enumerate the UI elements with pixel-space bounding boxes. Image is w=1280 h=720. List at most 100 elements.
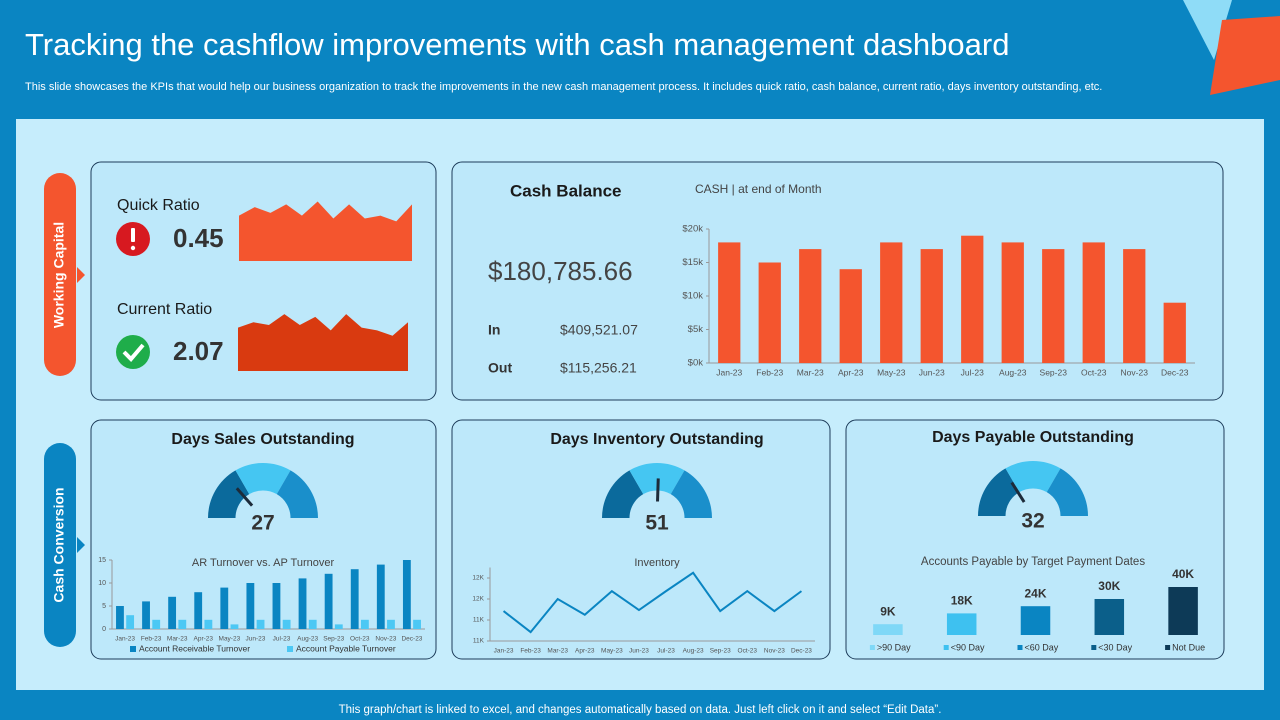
- kpi-value: 2.07: [173, 336, 224, 366]
- x-tick-label: Apr-23: [194, 636, 214, 643]
- bar: [1094, 599, 1125, 635]
- sparkline-area: [238, 314, 408, 371]
- gauge-value: 27: [251, 512, 274, 535]
- x-tick-label: Jun-23: [246, 636, 266, 643]
- x-tick-label: Nov-23: [375, 636, 396, 643]
- y-tick-label: 11K: [473, 638, 485, 645]
- y-tick-label: 12K: [472, 596, 484, 603]
- value-label: 9K: [880, 604, 896, 618]
- check-icon: [116, 335, 150, 369]
- value-label: 24K: [1024, 586, 1046, 600]
- x-tick-label: Dec-23: [791, 648, 812, 655]
- legend-swatch: [1091, 645, 1097, 650]
- x-tick-label: Jul-23: [273, 636, 291, 643]
- bar: [1020, 606, 1051, 635]
- bar: [360, 619, 369, 629]
- x-tick-label: Jun-23: [919, 367, 945, 377]
- cash-title: Cash Balance: [510, 181, 622, 200]
- x-tick-label: May-23: [219, 636, 241, 643]
- kpi-label: Quick Ratio: [117, 197, 200, 214]
- decoration: [1183, 0, 1232, 60]
- bar: [1042, 249, 1065, 363]
- x-tick-label: Jan-23: [494, 648, 514, 655]
- x-tick-label: Dec-23: [1161, 367, 1189, 377]
- gauge-needle: [656, 478, 660, 502]
- bar: [839, 269, 862, 363]
- gauge-needle: [1010, 481, 1026, 503]
- y-tick-label: 10: [98, 580, 106, 587]
- bar: [126, 615, 135, 629]
- bar: [116, 606, 124, 629]
- bar: [402, 560, 411, 629]
- x-tick-label: Dec-23: [401, 636, 422, 643]
- y-tick-label: 15: [98, 557, 106, 564]
- gauge-segment: [208, 470, 250, 518]
- bar: [376, 564, 385, 629]
- bar: [1123, 249, 1146, 363]
- panel: [451, 419, 831, 660]
- value-label: 40K: [1172, 567, 1194, 581]
- x-tick-label: Nov-23: [1121, 367, 1149, 377]
- bar: [246, 583, 255, 629]
- x-tick-label: Jan-23: [115, 636, 135, 643]
- bar: [961, 235, 984, 363]
- y-tick-label: $5k: [688, 324, 704, 335]
- title: Tracking the cashflow improvements with …: [25, 27, 1009, 62]
- legend-swatch: [130, 646, 136, 652]
- bar: [1001, 242, 1024, 363]
- chart-title: Days Sales Outstanding: [171, 431, 354, 448]
- x-tick-label: Apr-23: [575, 648, 595, 655]
- bar: [204, 619, 213, 629]
- bar: [168, 596, 177, 629]
- gauge-needle: [235, 487, 254, 507]
- bar: [758, 262, 781, 363]
- legend-swatch: [943, 645, 949, 650]
- bar: [1082, 242, 1105, 363]
- kpi-value: 0.45: [173, 223, 224, 253]
- bar: [350, 569, 359, 629]
- bar: [272, 583, 281, 629]
- bar: [1163, 302, 1186, 363]
- legend-swatch: [1017, 645, 1023, 650]
- cash-total: $180,785.66: [488, 256, 633, 286]
- legend-swatch: [869, 645, 875, 650]
- bar: [718, 242, 741, 363]
- bar: [873, 624, 903, 635]
- x-tick-label: Sep-23: [1040, 367, 1068, 377]
- x-tick-label: Mar-23: [167, 636, 188, 643]
- y-tick-label: $20k: [682, 224, 703, 235]
- y-tick-label: $0k: [688, 358, 704, 369]
- bar: [920, 249, 943, 363]
- legend-label: Account Payable Turnover: [296, 643, 396, 653]
- y-tick-label: $10k: [682, 291, 703, 302]
- kpi-label: Current Ratio: [117, 301, 212, 318]
- x-tick-label: Sep-23: [323, 636, 344, 643]
- cash-out-label: Out: [488, 360, 512, 376]
- legend-label: Account Receivable Turnover: [139, 643, 250, 653]
- y-tick-label: 5: [102, 603, 106, 610]
- section-label: Cash Conversion: [51, 487, 67, 602]
- x-tick-label: Jun-23: [629, 648, 649, 655]
- bar: [946, 613, 977, 635]
- gauge-segment: [670, 470, 712, 518]
- bar: [178, 619, 187, 629]
- legend-swatch: [1165, 645, 1171, 650]
- bar: [256, 619, 265, 629]
- x-tick-label: Nov-23: [764, 648, 785, 655]
- y-tick-label: 0: [102, 626, 106, 633]
- section-label: Working Capital: [51, 222, 67, 328]
- x-tick-label: Feb-23: [756, 367, 783, 377]
- x-tick-label: Aug-23: [683, 648, 704, 655]
- x-tick-label: Aug-23: [999, 367, 1027, 377]
- chart-title: AR Turnover vs. AP Turnover: [192, 557, 335, 569]
- value-label: 18K: [951, 594, 973, 608]
- chart-title: Inventory: [634, 557, 680, 569]
- x-tick-label: May-23: [877, 367, 906, 377]
- chart-title: Days Payable Outstanding: [932, 429, 1134, 446]
- x-tick-label: Jan-23: [716, 367, 742, 377]
- value-label: 30K: [1098, 579, 1120, 593]
- gauge-segment: [276, 470, 318, 518]
- bar: [324, 573, 333, 629]
- cash-out-value: $115,256.21: [560, 360, 637, 376]
